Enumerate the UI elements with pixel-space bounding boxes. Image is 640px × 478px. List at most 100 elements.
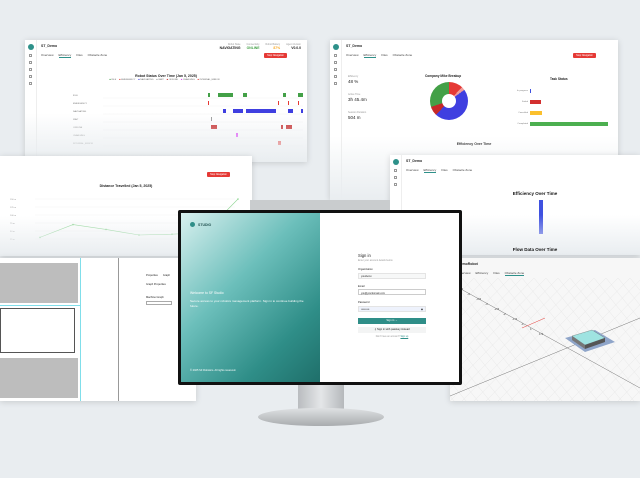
tab[interactable]: Overview xyxy=(41,53,54,57)
tab[interactable]: Files xyxy=(381,53,388,57)
monitor: STUDIO Welcome to SF Studio Secure acces… xyxy=(178,210,462,385)
task-bar xyxy=(530,122,608,126)
status-segment xyxy=(208,101,209,105)
status-segment xyxy=(243,93,247,97)
tab-efficiency[interactable]: Efficiency xyxy=(363,53,377,58)
axis-tick: -1.5 xyxy=(512,317,518,321)
stat-value: 87% xyxy=(273,46,281,50)
status-segment xyxy=(223,109,226,113)
section-label: Graph Properties xyxy=(146,283,166,286)
tab[interactable]: Files xyxy=(76,53,83,57)
kpi-label: Active Time xyxy=(348,93,361,96)
stat-value: V0.0.0 xyxy=(291,46,301,50)
axis-tick: -3.5 xyxy=(476,297,482,301)
chart-title: Robot Status Over Time (Jan 5, 2025) xyxy=(135,74,197,78)
tab-properties[interactable]: Properties xyxy=(146,274,158,277)
3d-scene[interactable]: -4.5-4-3.5-3-2.5-2-1.5-111.5 xyxy=(450,278,640,401)
legend-item: ■ WAIT xyxy=(156,79,164,81)
status-segment xyxy=(283,93,286,97)
obstacle-zone-panel: DemoRobot Overview Efficiency Files Obstacl… xyxy=(450,258,640,401)
signin-button[interactable]: Sign in → xyxy=(358,317,426,324)
task-bar xyxy=(530,100,542,104)
stop-navigation-button[interactable]: Stop Navigation xyxy=(207,172,230,177)
logo-icon xyxy=(190,222,195,227)
map-editor-panel: Properties Graph Graph Properties Machine… xyxy=(0,258,196,401)
signin-form: Sign in Enter your account details below… xyxy=(358,253,426,338)
stat-label: Robot State xyxy=(227,43,241,46)
email-input[interactable]: you@yourdomain.com xyxy=(358,289,426,295)
copyright: © 2025 SF Robotics. All rights reserved. xyxy=(190,369,237,372)
tab[interactable]: Files xyxy=(441,168,448,172)
logo-icon xyxy=(332,44,339,50)
tab-obstacle-zone[interactable]: Obstacle Zone xyxy=(504,271,525,276)
password-input[interactable]: •••••••••• ◉ xyxy=(358,305,426,312)
row-label: EMERGENCY xyxy=(73,103,88,105)
logo-icon xyxy=(27,44,34,50)
field-label: Machine Graph xyxy=(146,296,164,299)
flow-data-chart-title: Flow Data Over Time xyxy=(512,247,558,252)
tab-efficiency[interactable]: Efficiency xyxy=(58,53,72,58)
data-point xyxy=(237,198,239,200)
efficiency-chart-title: Efficiency Over Time xyxy=(512,191,558,196)
robot-title: ST_Demo xyxy=(406,159,423,163)
status-segment xyxy=(288,101,289,105)
password-label: Password xyxy=(358,301,370,304)
show-password-icon[interactable]: ◉ xyxy=(420,308,423,311)
donut-chart xyxy=(430,82,468,120)
passkey-button[interactable]: ⚷ Sign in with passkey instead xyxy=(358,326,426,333)
y-tick: 150 m xyxy=(10,199,16,201)
task-status-chart: In progress Failed Cancelled Completed xyxy=(510,82,610,133)
row-label: NAVIGATING xyxy=(73,110,86,113)
signin-subheading: Enter your account details below xyxy=(358,259,393,262)
pie-title: Company Mike Breakup xyxy=(425,74,462,78)
email-label: Email xyxy=(358,284,365,288)
stat-label: Agent Version xyxy=(286,43,301,46)
task-bar-row: Failed xyxy=(510,100,610,104)
tab[interactable]: Obstacle Zone xyxy=(392,53,413,57)
status-segment xyxy=(218,93,233,97)
sidebar xyxy=(330,40,342,200)
logo-icon xyxy=(392,159,399,165)
tab[interactable]: Files xyxy=(493,271,500,275)
stat-value: ONLINE xyxy=(246,46,260,50)
machine-graph-input[interactable] xyxy=(146,301,172,305)
status-segment xyxy=(288,109,293,113)
chart-legend: ■ IDLE ■ EMERGENCY ■ NAVIGATING ■ WAIT ■ OFF… xyxy=(25,79,307,81)
row-label: IDLE xyxy=(73,95,78,97)
legend-item: ■ INTERNAL_ERROR xyxy=(197,79,220,81)
legend-item: ■ NAVIGATING xyxy=(138,79,154,81)
stat-label: Connectivity xyxy=(246,43,260,46)
axis-tick: 1 xyxy=(530,327,532,331)
tab[interactable]: Obstacle Zone xyxy=(452,168,473,172)
signup-link[interactable]: Sign up xyxy=(400,335,409,338)
axis-tick: -2.5 xyxy=(494,307,500,311)
tab[interactable]: Obstacle Zone xyxy=(87,53,108,57)
status-segment xyxy=(208,93,210,97)
task-bar xyxy=(530,89,532,93)
brand-logo: STUDIO xyxy=(190,222,211,227)
tab[interactable]: Overview xyxy=(346,53,359,57)
sidebar xyxy=(25,40,37,162)
key-icon: ⚷ xyxy=(374,327,378,331)
status-segment xyxy=(246,109,276,113)
kpi-value: 504 m xyxy=(348,115,361,120)
robot-status-panel: ST_Demo Overview Efficiency Files Obstacle … xyxy=(25,40,307,162)
y-tick: 125 m xyxy=(10,207,16,209)
stop-navigation-button[interactable]: Stop Navigation xyxy=(573,53,596,58)
task-bar-row: In progress xyxy=(510,89,610,93)
tab-graph[interactable]: Graph xyxy=(162,274,171,277)
task-bar xyxy=(530,111,543,115)
organization-input[interactable]: yourdemo xyxy=(358,272,426,279)
tab[interactable]: Overview xyxy=(458,271,471,275)
status-segment xyxy=(298,93,303,97)
legend-item: ■ IDLE xyxy=(109,79,117,81)
stop-navigation-button[interactable]: Stop Navigation xyxy=(264,53,287,58)
kpi-label: Session Duration xyxy=(348,111,367,114)
tab[interactable]: Overview xyxy=(406,168,419,172)
tab[interactable]: Efficiency xyxy=(475,271,489,275)
status-segment xyxy=(298,101,299,105)
tab-efficiency[interactable]: Efficiency xyxy=(423,168,437,173)
status-segment xyxy=(301,109,303,113)
stat-label: Robot Battery xyxy=(265,43,281,46)
axis-tick: -4 xyxy=(467,292,470,296)
